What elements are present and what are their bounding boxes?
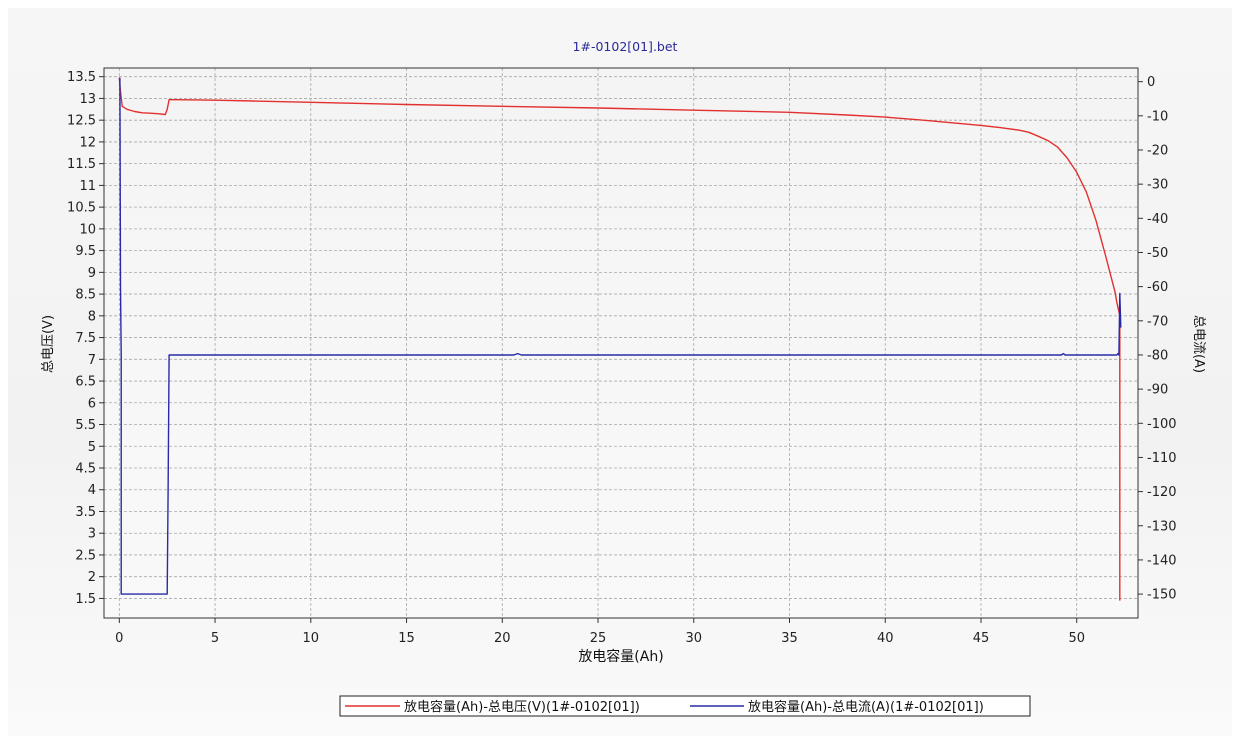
y2-tick-label: -140 — [1147, 553, 1177, 568]
current-series-line — [119, 77, 1122, 595]
y-tick-label: 11.5 — [67, 157, 96, 172]
y2-tick-label: -20 — [1147, 143, 1168, 158]
y-tick-label: 9.5 — [75, 244, 96, 259]
y2-tick-label: -90 — [1147, 383, 1168, 398]
y-tick-label: 4.5 — [75, 462, 96, 477]
y-tick-label: 6.5 — [75, 375, 96, 390]
y-tick-label: 12.5 — [67, 114, 96, 129]
y-tick-label: 10 — [79, 222, 96, 237]
y2-tick-label: -110 — [1147, 451, 1177, 466]
y2-tick-label: -30 — [1147, 178, 1168, 193]
x-tick-label: 40 — [877, 631, 894, 646]
x-tick-label: 50 — [1068, 631, 1085, 646]
x-tick-label: 5 — [211, 631, 219, 646]
y-tick-label: 4 — [88, 483, 96, 498]
x-tick-label: 20 — [494, 631, 511, 646]
y2-tick-label: -120 — [1147, 485, 1177, 500]
y2-tick-label: -130 — [1147, 519, 1177, 534]
y-tick-label: 8 — [88, 309, 96, 324]
x-tick-label: 0 — [115, 631, 123, 646]
y2-tick-label: -40 — [1147, 212, 1168, 227]
y2-tick-label: 0 — [1147, 75, 1155, 90]
y-tick-label: 10.5 — [67, 201, 96, 216]
legend: 放电容量(Ah)-总电压(V)(1#-0102[01]) 放电容量(Ah)-总电… — [339, 695, 1031, 717]
legend-label-current: 放电容量(Ah)-总电流(A)(1#-0102[01]) — [748, 699, 984, 715]
y2-tick-label: -150 — [1147, 588, 1177, 603]
y2-tick-label: -100 — [1147, 417, 1177, 432]
y-tick-label: 3 — [88, 527, 96, 542]
y-tick-label: 5.5 — [75, 418, 96, 433]
x-tick-label: 15 — [398, 631, 415, 646]
y2-tick-label: -80 — [1147, 348, 1168, 363]
y-tick-label: 2.5 — [75, 548, 96, 563]
x-tick-label: 35 — [781, 631, 798, 646]
y-tick-label: 5 — [88, 440, 96, 455]
x-tick-label: 30 — [685, 631, 702, 646]
y-tick-label: 12 — [79, 135, 96, 150]
y-tick-label: 7 — [88, 353, 96, 368]
chart-svg: 0 5 10 15 20 25 30 35 40 45 50 1.5 2 2.5 3 3.5 4 4.5 5 5.5 6… — [41, 39, 1206, 717]
y-tick-label: 3.5 — [75, 505, 96, 520]
y-tick-label: 1.5 — [75, 592, 96, 607]
plot-frame — [103, 67, 1139, 619]
y2-tick-label: -10 — [1147, 109, 1168, 124]
legend-box — [339, 695, 1031, 717]
x-axis-label: 放电容量(Ah) — [578, 648, 663, 665]
y-tick-label: 13.5 — [67, 70, 96, 85]
legend-label-voltage: 放电容量(Ah)-总电压(V)(1#-0102[01]) — [404, 699, 640, 715]
chart-title: 1#-0102[01].bet — [573, 39, 678, 54]
y-tick-label: 8.5 — [75, 288, 96, 303]
y-tick-label: 9 — [88, 266, 96, 281]
y2-tick-label: -50 — [1147, 246, 1168, 261]
y-tick-label: 6 — [88, 396, 96, 411]
y-axis-label: 总电压(V) — [41, 315, 56, 373]
y-tick-label: 7.5 — [75, 331, 96, 346]
x-tick-label: 25 — [590, 631, 607, 646]
x-tick-label: 45 — [973, 631, 990, 646]
voltage-series-line — [118, 77, 1121, 601]
y-tick-label: 11 — [79, 179, 96, 194]
x-tick-label: 10 — [303, 631, 320, 646]
y-tick-label: 13 — [79, 92, 96, 107]
chart-panel: 0 5 10 15 20 25 30 35 40 45 50 1.5 2 2.5 3 3.5 4 4.5 5 5.5 6… — [8, 8, 1232, 736]
plot-area — [104, 68, 1138, 618]
y2-axis-label: 总电流(A) — [1191, 315, 1206, 373]
y2-tick-label: -60 — [1147, 280, 1168, 295]
y-tick-label: 2 — [88, 570, 96, 585]
y2-tick-label: -70 — [1147, 314, 1168, 329]
